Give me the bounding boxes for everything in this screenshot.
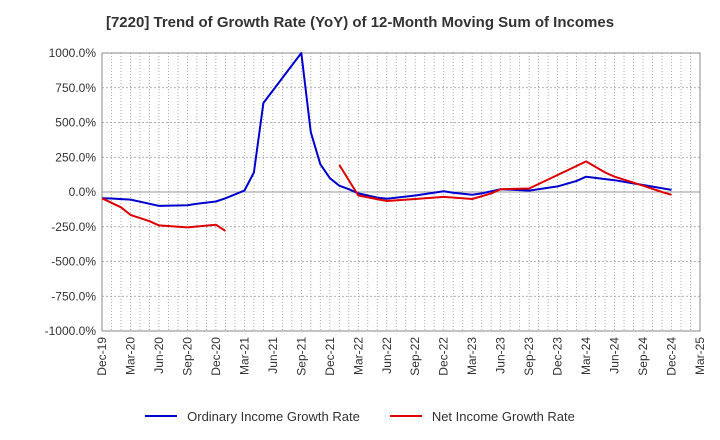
legend-swatch-ordinary: [145, 415, 178, 417]
legend-label-ordinary: Ordinary Income Growth Rate: [187, 408, 360, 424]
x-tick-label: Jun-22: [380, 337, 394, 374]
y-tick-label: -500.0%: [51, 255, 96, 269]
y-tick-label: 500.0%: [55, 116, 96, 130]
x-tick-label: Jun-24: [608, 337, 622, 374]
x-tick-label: Dec-23: [551, 337, 565, 376]
x-tick-label: Mar-25: [693, 337, 707, 375]
x-tick-label: Sep-24: [636, 337, 650, 376]
ordinary-income-line: [101, 52, 672, 207]
x-tick-label: Sep-22: [408, 337, 422, 376]
chart-title: [7220] Trend of Growth Rate (YoY) of 12-…: [105, 14, 615, 31]
x-tick-label: Dec-24: [665, 337, 679, 376]
y-tick-label: 250.0%: [55, 150, 96, 164]
x-tick-label: Sep-21: [294, 337, 308, 376]
y-tick-label: -250.0%: [51, 220, 96, 234]
x-tick-label: Dec-20: [209, 337, 223, 376]
legend-item-net: Net Income Growth Rate: [389, 408, 575, 424]
x-tick-label: Dec-21: [323, 337, 337, 376]
x-tick-label: Jun-21: [266, 337, 280, 374]
legend: Ordinary Income Growth Rate Net Income G…: [0, 404, 720, 428]
net-income-line: [338, 160, 672, 202]
grid-lines: [101, 52, 701, 332]
legend-swatch-net: [389, 415, 422, 417]
x-tick-label: Mar-20: [123, 337, 137, 375]
x-tick-label: Mar-24: [579, 337, 593, 375]
series-lines: [101, 52, 672, 232]
x-tick-label: Mar-23: [465, 337, 479, 375]
y-tick-label: -750.0%: [51, 289, 96, 303]
legend-label-net: Net Income Growth Rate: [431, 408, 575, 424]
x-tick-label: Jun-20: [152, 337, 166, 374]
axis-labels: 1000.0% 750.0% 500.0% 250.0% 0.0% -250.0% -500…: [45, 46, 707, 376]
x-tick-label: Mar-21: [237, 337, 251, 375]
y-tick-label: -1000.0%: [45, 324, 97, 338]
x-tick-label: Mar-22: [351, 337, 365, 375]
x-tick-label: Dec-22: [437, 337, 451, 376]
plot-frame: [101, 52, 701, 332]
x-tick-label: Dec-19: [95, 337, 109, 376]
legend-item-ordinary: Ordinary Income Growth Rate: [145, 409, 360, 424]
x-tick-label: Sep-23: [522, 337, 536, 376]
line-chart: 1000.0% 750.0% 500.0% 250.0% 0.0% -250.0% -500…: [45, 46, 707, 376]
net-income-line: [101, 197, 226, 232]
y-tick-label: 0.0%: [69, 185, 97, 199]
x-tick-label: Jun-23: [494, 337, 508, 374]
y-tick-label: 750.0%: [55, 81, 96, 95]
y-tick-label: 1000.0%: [49, 46, 97, 60]
x-tick-label: Sep-20: [180, 337, 194, 376]
